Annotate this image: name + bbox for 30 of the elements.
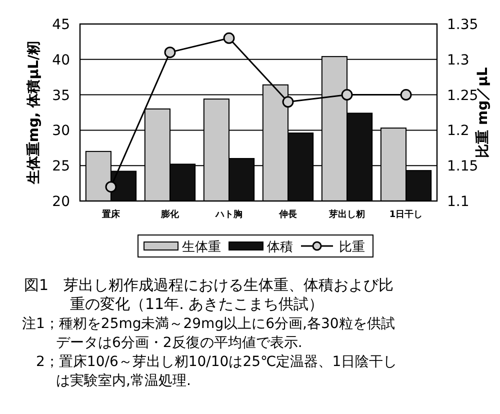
- y2-tick-label: 1.1: [447, 194, 470, 210]
- y-tick-label: 25: [52, 158, 70, 175]
- y2-tick-label: 1.3: [447, 52, 470, 68]
- point: [341, 89, 353, 101]
- y-axis-title: 生体重mg, 体積μL/籾: [26, 40, 42, 186]
- point: [400, 89, 412, 101]
- point: [164, 46, 176, 58]
- text: 図1 芽出し籾作成過程における生体重、体積および比重の変化（11年. あきたこまち供試）: [24, 276, 394, 313]
- y2-tick-label: 1.2: [447, 123, 470, 140]
- text: 2；置床10/6～芽出し籾10/10は25℃定温器、1日陰干しは実験室内,常温処理.: [36, 354, 398, 389]
- x-tick-label: 伸長: [278, 209, 298, 220]
- legend-label: 比重: [339, 240, 365, 255]
- y-tick-label: 30: [52, 123, 70, 140]
- legend-label: 生体重: [182, 240, 221, 255]
- y-tick-label: 35: [52, 88, 70, 104]
- y-tick-label: 45: [52, 17, 70, 33]
- x-tick-label: 膨化: [160, 209, 180, 220]
- x-tick-label: 1日干し: [389, 209, 423, 220]
- y2-tick-label: 1.15: [447, 158, 478, 175]
- text: 注1；種籾を25mg未満～29mg以上に6分画,各30粒を供試データは6分画・2反復の平均値で表示.: [22, 316, 395, 351]
- x-tick-label: 置床: [100, 209, 121, 220]
- x-tick-label: ハト胸: [214, 209, 242, 220]
- x-tick-label: 芽出し籾: [328, 209, 366, 220]
- y2-tick-label: 1.35: [447, 17, 478, 33]
- y-tick-label: 20: [52, 194, 70, 210]
- legend-label: 体積: [267, 240, 293, 255]
- point: [105, 181, 117, 193]
- point: [282, 96, 294, 108]
- point: [223, 32, 235, 44]
- y-tick-label: 40: [52, 52, 70, 68]
